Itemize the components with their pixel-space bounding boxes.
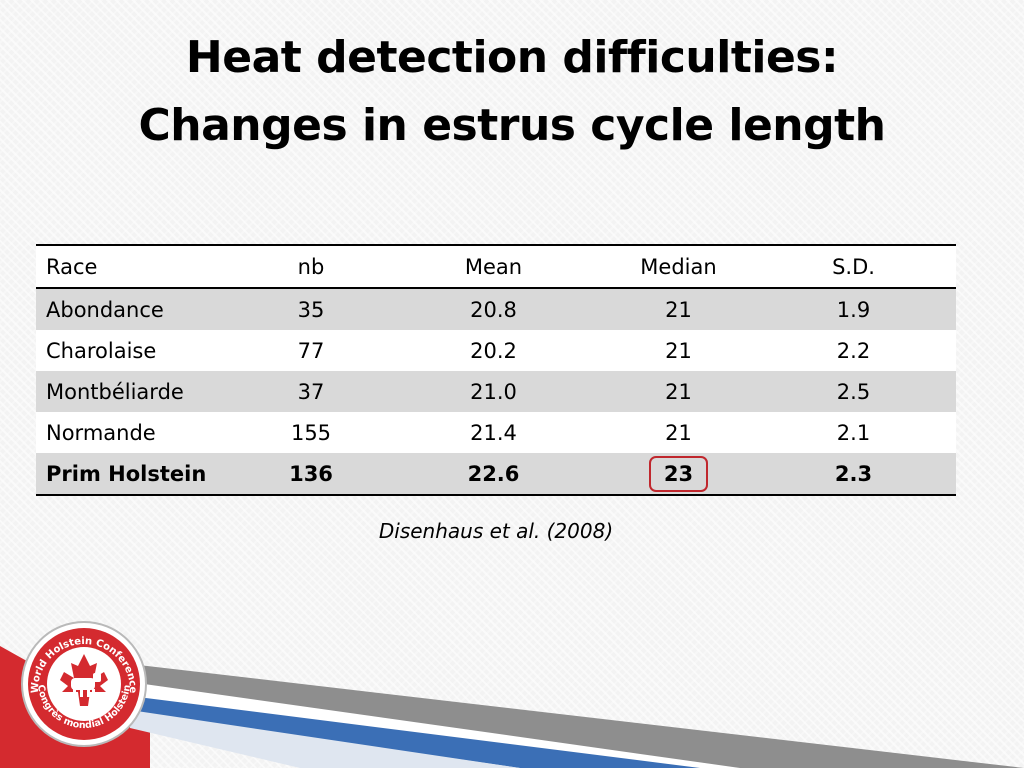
cell-sd: 2.2 <box>751 330 956 371</box>
estrus-cycle-table: Race nb Mean Median S.D. Abondance 35 20… <box>36 244 956 496</box>
table-row: Abondance 35 20.8 21 1.9 <box>36 288 956 330</box>
table-row-highlighted: Prim Holstein 136 22.6 23 2.3 <box>36 453 956 496</box>
cell-mean: 22.6 <box>381 453 606 496</box>
highlight-circle: 23 <box>648 455 709 492</box>
slide-title-line-1: Heat detection difficulties: <box>185 32 839 83</box>
cell-mean: 20.8 <box>381 288 606 330</box>
cell-sd: 2.1 <box>751 412 956 453</box>
column-header-race: Race <box>36 244 241 289</box>
slide-title: Heat detection difficulties: Changes in … <box>0 24 1024 160</box>
footer-decoration: World Holstein Conference Congrès mondia… <box>0 621 1024 768</box>
cell-median: 21 <box>606 371 751 412</box>
citation: Disenhaus et al. (2008) <box>378 519 614 543</box>
cell-sd: 1.9 <box>751 288 956 330</box>
table-row: Charolaise 77 20.2 21 2.2 <box>36 330 956 371</box>
table-header-row: Race nb Mean Median S.D. <box>36 244 956 289</box>
cell-nb: 37 <box>241 371 381 412</box>
column-header-nb: nb <box>241 244 381 289</box>
decor-blue-stripe <box>130 696 700 768</box>
table-row: Normande 155 21.4 21 2.1 <box>36 412 956 453</box>
cell-race: Prim Holstein <box>36 453 241 496</box>
cell-median: 21 <box>606 288 751 330</box>
cell-sd: 2.3 <box>751 453 956 496</box>
cell-median: 21 <box>606 412 751 453</box>
logo-year: 2012 <box>67 706 100 720</box>
cell-race: Montbéliarde <box>36 371 241 412</box>
cell-mean: 21.0 <box>381 371 606 412</box>
cell-nb: 35 <box>241 288 381 330</box>
cell-nb: 155 <box>241 412 381 453</box>
cell-median: 21 <box>606 330 751 371</box>
table-row: Montbéliarde 37 21.0 21 2.5 <box>36 371 956 412</box>
cell-sd: 2.5 <box>751 371 956 412</box>
cell-mean: 21.4 <box>381 412 606 453</box>
cow-icon <box>71 673 101 697</box>
cell-nb: 136 <box>241 453 381 496</box>
cell-race: Charolaise <box>36 330 241 371</box>
cell-race: Abondance <box>36 288 241 330</box>
cell-race: Normande <box>36 412 241 453</box>
decor-gray-stripe <box>130 664 1024 768</box>
slide-title-line-2: Changes in estrus cycle length <box>138 100 887 151</box>
column-header-sd: S.D. <box>751 244 956 289</box>
decor-light-stripe <box>130 710 520 768</box>
cell-median: 23 <box>606 453 751 496</box>
column-header-median: Median <box>606 244 751 289</box>
column-header-mean: Mean <box>381 244 606 289</box>
cell-nb: 77 <box>241 330 381 371</box>
cell-mean: 20.2 <box>381 330 606 371</box>
conference-logo: World Holstein Conference Congrès mondia… <box>21 621 147 747</box>
